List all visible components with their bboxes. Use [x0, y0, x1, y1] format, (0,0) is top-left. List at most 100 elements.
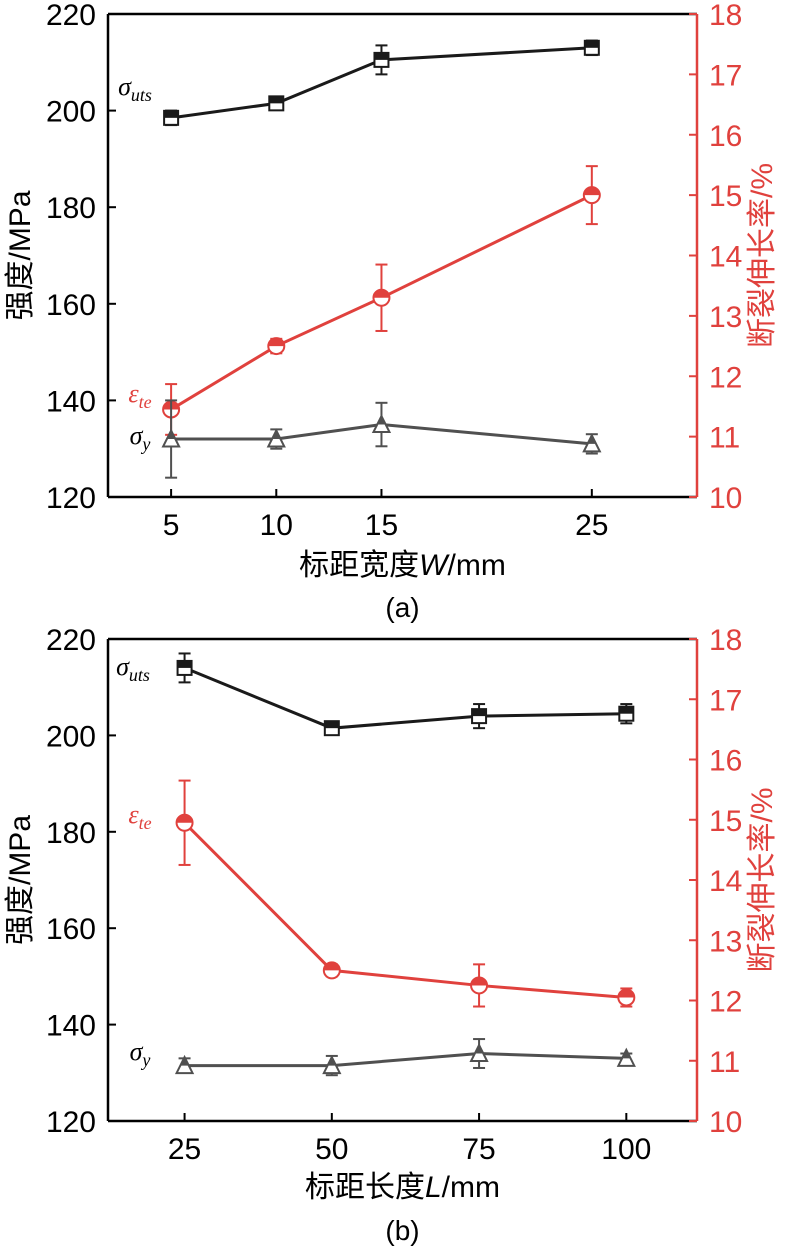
y-right-tick-label: 12 [709, 986, 742, 1019]
data-point-fill [268, 338, 285, 347]
data-point-fill [180, 1057, 189, 1066]
data-point-fill [584, 40, 599, 48]
x-axis-title-prefix: 标距长度 [305, 1171, 425, 1204]
data-point-fill [587, 435, 597, 444]
x-axis-title: 标距长度L/mm [305, 1171, 500, 1204]
series-annotation: σy [130, 421, 151, 454]
x-axis-title: 标距宽度W/mm [299, 549, 506, 582]
data-point-fill [373, 289, 390, 298]
panel-label: (b) [385, 1215, 419, 1246]
series-σy: σy [130, 1037, 636, 1077]
series-annotation: σuts [116, 652, 150, 685]
data-point-fill [269, 96, 284, 104]
data-point-fill [472, 709, 487, 717]
series-annotation-subscript: te [139, 392, 152, 412]
series-σuts: σuts [118, 39, 600, 127]
x-tick-label: 100 [601, 1133, 651, 1166]
y-left-tick-label: 180 [46, 192, 96, 225]
data-point-fill [377, 416, 386, 425]
y-right-tick-label: 14 [709, 865, 742, 898]
series-σuts: σuts [116, 652, 635, 737]
data-point-fill [176, 814, 193, 823]
series-line [183, 821, 627, 999]
y-left-tick-label: 160 [46, 913, 96, 946]
y-left-tick-label: 200 [46, 96, 96, 129]
y-right-tick-label: 11 [709, 1046, 740, 1079]
y-right-tick-label: 16 [709, 745, 742, 778]
y-left-axis-title: 强度/MPa [4, 190, 37, 320]
y-right-tick-label: 12 [709, 361, 742, 394]
data-point-fill [471, 977, 488, 986]
y-right-tick-label: 18 [709, 0, 742, 32]
y-left-tick-label: 140 [46, 1010, 96, 1043]
x-tick-label: 10 [260, 509, 293, 542]
y-right-tick-label: 17 [709, 59, 742, 92]
y-right-tick-label: 11 [709, 422, 740, 455]
y-right-tick-label: 15 [709, 805, 742, 838]
data-point-fill [177, 660, 192, 668]
data-point-fill [166, 430, 176, 440]
y-right-tick-label: 17 [709, 684, 742, 717]
series-σy: σy [130, 399, 602, 479]
y-left-tick-label: 120 [46, 482, 96, 515]
data-point-fill [164, 110, 179, 118]
series-line [184, 666, 627, 730]
x-axis-title-unit: /mm [448, 549, 506, 582]
series-annotation-symbol: σ [130, 1037, 144, 1066]
series-annotation: εte [128, 379, 151, 412]
series-annotation: εte [128, 800, 151, 833]
series-annotation-subscript: uts [129, 665, 150, 685]
x-tick-label: 15 [365, 509, 398, 542]
series-εte: εte [128, 779, 636, 1008]
y-right-axis-title: 断裂伸长率/% [746, 787, 779, 972]
series-line [184, 1052, 627, 1068]
series-annotation-subscript: y [140, 434, 150, 454]
data-point-fill [583, 187, 600, 196]
series-annotation-subscript: te [139, 813, 152, 833]
series-annotation-symbol: σ [130, 421, 144, 450]
y-right-tick-label: 13 [709, 925, 742, 958]
y-left-tick-label: 120 [46, 1106, 96, 1139]
series-line [170, 193, 593, 411]
y-right-axis-title: 断裂伸长率/% [746, 163, 779, 348]
data-point-fill [618, 989, 635, 998]
series-annotation-subscript: uts [131, 85, 152, 105]
x-tick-label: 25 [168, 1133, 201, 1166]
data-point-fill [327, 1057, 337, 1066]
x-tick-label: 25 [575, 509, 608, 542]
y-right-tick-label: 16 [709, 120, 742, 153]
x-axis-title-variable: L [425, 1171, 442, 1204]
series-εte: εte [128, 165, 601, 436]
series-line [171, 423, 592, 446]
y-right-tick-label: 18 [709, 624, 742, 657]
series-annotation-symbol: σ [118, 72, 132, 101]
series-annotation-symbol: ε [128, 800, 139, 829]
x-tick-label: 5 [163, 509, 180, 542]
y-left-tick-label: 160 [46, 289, 96, 322]
series-annotation-symbol: σ [116, 652, 130, 681]
x-tick-label: 50 [315, 1133, 348, 1166]
panel-label: (a) [385, 592, 419, 623]
data-point-fill [622, 1049, 631, 1059]
y-left-tick-label: 200 [46, 720, 96, 753]
y-right-tick-label: 15 [709, 180, 742, 213]
y-left-tick-label: 220 [46, 624, 96, 657]
x-axis-title-prefix: 标距宽度 [299, 549, 419, 582]
series-annotation-symbol: ε [128, 379, 139, 408]
data-point-fill [474, 1045, 484, 1054]
data-point-fill [619, 706, 634, 714]
panel-b: 25 50 75 100 120 140 160 180 200 220 10 11 12 13 14 15 1… [4, 624, 779, 1246]
data-point-fill [323, 962, 340, 971]
x-axis-title-unit: /mm [442, 1171, 500, 1204]
y-right-tick-label: 14 [709, 241, 742, 274]
y-right-tick-label: 10 [709, 482, 742, 515]
y-left-tick-label: 220 [46, 0, 96, 32]
y-left-axis-title: 强度/MPa [4, 815, 37, 945]
panel-a: 5 10 15 25 120 140 160 180 200 220 10 11 12 13 14 15 16 1… [4, 0, 779, 623]
series-line [170, 46, 592, 120]
series-annotation: σuts [118, 72, 152, 105]
data-point-fill [374, 52, 389, 60]
series-annotation-subscript: y [140, 1050, 150, 1070]
data-point-fill [324, 721, 339, 729]
